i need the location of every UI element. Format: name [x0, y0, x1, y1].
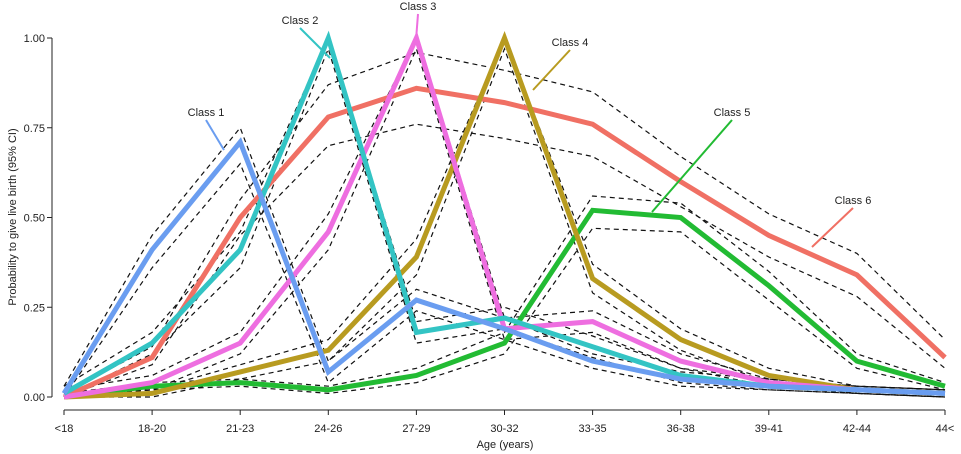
class-6-ci-lower-line	[63, 123, 946, 398]
axes	[51, 38, 945, 411]
x-tick-label: 30-32	[490, 423, 518, 435]
class-1-leader-line	[205, 119, 225, 151]
class-4-leader-line	[532, 49, 571, 91]
class-2-ci-upper-line	[63, 36, 946, 391]
x-tick-label: 33-35	[579, 423, 607, 435]
x-tick-label: 36-38	[667, 423, 695, 435]
y-tick-label: 1.00	[24, 33, 45, 45]
class-4-line	[63, 31, 946, 400]
class-1-ci-upper-line	[63, 126, 946, 391]
class-4-label: Class 4	[552, 37, 589, 49]
x-tick-label: <18	[55, 423, 74, 435]
class-2-ci-lower-line	[63, 46, 946, 398]
class-1-label: Class 1	[188, 107, 225, 119]
class-5-line	[63, 207, 946, 400]
class-3-ci-upper-line	[63, 36, 946, 391]
class-6-ci-upper-line	[63, 51, 946, 394]
x-tick-label: 21-23	[226, 423, 254, 435]
x-ticks: <18 18-20 21-23 24-26 27-29 30-32 33-35 36-38 39…	[55, 410, 955, 435]
y-tick-label: 0.25	[24, 302, 45, 314]
x-axis-title: Age (years)	[477, 439, 534, 451]
class-1-line	[61, 137, 946, 396]
x-tick-label: 27-29	[402, 423, 430, 435]
class-labels: Class 1 Class 2 Class 3 Class 4 Class 5 Class…	[188, 1, 872, 248]
y-ticks: 0.00 0.25 0.50 0.75 1.00	[24, 33, 52, 404]
x-tick-label: 24-26	[314, 423, 342, 435]
class-5-leader-line	[651, 119, 733, 213]
x-tick-label: 44<	[936, 423, 955, 435]
x-tick-label: 18-20	[138, 423, 166, 435]
class-6-label: Class 6	[835, 195, 872, 207]
y-tick-label: 0.00	[24, 392, 45, 404]
series-lines	[61, 30, 947, 400]
class-2-label: Class 2	[282, 15, 319, 27]
class-5-label: Class 5	[714, 107, 751, 119]
class-6-line	[62, 85, 947, 400]
x-tick-label: 42-44	[843, 423, 871, 435]
class-3-leader-line	[415, 13, 419, 41]
class-2-leader-line	[299, 27, 331, 59]
class-5-ci-lower-line	[63, 227, 946, 398]
y-tick-label: 0.75	[24, 123, 45, 135]
class-6-leader-line	[811, 207, 854, 248]
y-axis-title: Probability to give live birth (95% CI)	[7, 128, 19, 305]
x-tick-label: 39-41	[755, 423, 783, 435]
class-3-label: Class 3	[400, 1, 437, 13]
y-tick-label: 0.50	[24, 213, 45, 225]
